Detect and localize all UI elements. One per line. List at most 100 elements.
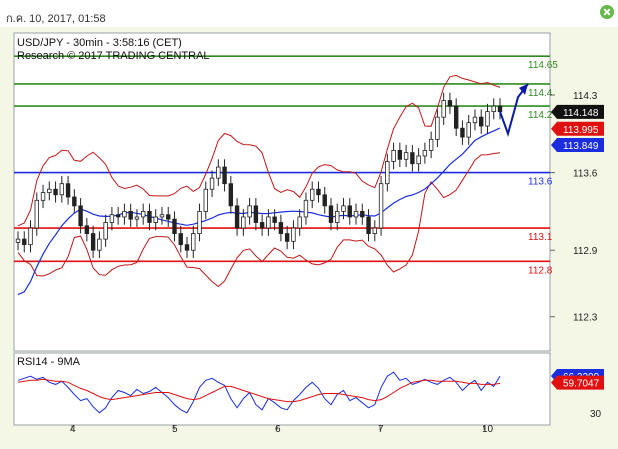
candle-body	[403, 152, 409, 160]
rsi-value-badge-label: 59.7047	[563, 379, 600, 390]
x-tick-label: 5	[172, 424, 178, 435]
candle-body	[128, 211, 133, 220]
candle-body	[172, 218, 177, 234]
candle-body	[410, 152, 415, 165]
candle-body	[241, 216, 246, 229]
candle-body	[328, 205, 334, 223]
candle-body	[316, 188, 321, 196]
rsi-layer: 66.220959.7047	[17, 369, 604, 414]
candle-body	[497, 105, 503, 113]
chart-subtitle: Research © 2017 TRADING CENTRAL	[17, 50, 210, 62]
candle-body	[147, 211, 152, 223]
candle-body	[153, 216, 158, 223]
moving-average-line	[17, 127, 501, 296]
candle-body	[453, 105, 459, 129]
chart-title: USD/JPY - 30min - 3:58:16 (CET)	[17, 37, 182, 49]
candle-body	[178, 233, 183, 246]
candle-body	[366, 216, 371, 234]
level-label: 113.6	[528, 177, 553, 188]
candle-body	[34, 199, 39, 229]
y-tick-label: 112.3	[573, 313, 598, 324]
candle-body	[341, 205, 346, 212]
lower-band-line	[17, 152, 501, 288]
price-badge-label: 113.849	[563, 141, 599, 152]
candle-body	[53, 188, 58, 196]
x-tick-label: 7	[378, 424, 384, 435]
level-label: 114.65	[528, 60, 558, 71]
candle-body	[303, 199, 309, 218]
candle-body	[253, 205, 259, 223]
level-label: 114.4	[528, 88, 553, 99]
candle-body	[353, 211, 359, 218]
y-tick-label: 113.6	[573, 169, 598, 180]
price-layer: 114.65 114.4 114.2 113.6 113.1 112.8 114.148 11…	[14, 55, 604, 296]
candle-body	[103, 222, 108, 240]
candle-body	[322, 194, 327, 207]
candle-body	[216, 166, 221, 179]
candle-body	[416, 155, 421, 165]
rsi-title: RSI14 - 9MA	[17, 356, 80, 368]
candle-body	[472, 116, 478, 124]
candle-body	[291, 227, 296, 242]
candle-body	[391, 150, 396, 162]
candle-body	[191, 233, 196, 251]
price-badge-label: 113.995	[563, 125, 599, 136]
candle-body	[234, 205, 240, 229]
y-tick-label: 114.3	[573, 91, 598, 102]
candle-body	[122, 211, 127, 218]
candle-body	[65, 183, 71, 198]
candle-body	[360, 211, 365, 218]
candle-body	[335, 211, 340, 223]
candle-body	[378, 183, 384, 229]
close-icon[interactable]	[600, 5, 614, 19]
candle-body	[259, 222, 265, 229]
rsi-series-line	[17, 371, 501, 414]
candle-body	[97, 238, 102, 251]
candle-body	[278, 222, 284, 234]
price-badge	[551, 104, 604, 119]
candle-body	[47, 188, 52, 193]
level-label: 112.8	[528, 265, 553, 276]
level-label: 113.1	[528, 232, 553, 243]
candle-body	[284, 233, 290, 242]
candle-body	[134, 216, 140, 220]
price-badge-label: 114.148	[563, 108, 599, 119]
candle-body	[209, 177, 215, 190]
candle-body	[222, 166, 227, 185]
y-tick-label: 112.9	[573, 246, 598, 257]
candle-body	[247, 205, 252, 218]
rsi-panel	[13, 352, 551, 426]
candle-body	[203, 188, 208, 212]
candle-body	[140, 211, 146, 218]
candle-body	[166, 214, 171, 220]
candle-body	[441, 100, 446, 118]
candle-body	[491, 105, 496, 113]
rsi-series-line	[17, 378, 501, 403]
candle-body	[228, 183, 234, 207]
upper-band-line	[17, 74, 501, 227]
candle-body	[372, 227, 378, 234]
candle-body	[272, 216, 277, 223]
candle-body	[447, 100, 453, 107]
candle-body	[28, 227, 33, 246]
candle-body	[397, 150, 403, 160]
price-badge	[551, 121, 604, 136]
candle-body	[84, 225, 90, 234]
x-tick-label: 4	[70, 424, 76, 435]
rsi-value-badge	[551, 375, 604, 390]
top-bar: ก.ค. 10, 2017, 01:58	[0, 0, 618, 27]
candle-body	[479, 116, 484, 127]
candle-body	[109, 214, 115, 223]
price-badge	[551, 137, 604, 152]
candle-body	[347, 205, 352, 218]
candle-body	[435, 116, 440, 140]
candle-body	[184, 244, 190, 251]
timestamp-label: ก.ค. 10, 2017, 01:58	[6, 13, 106, 25]
candle-body	[460, 127, 465, 138]
candle-body	[310, 188, 315, 201]
candle-body	[428, 138, 434, 151]
candle-body	[485, 111, 490, 127]
forecast-arrow-head	[519, 83, 528, 95]
candle-body	[466, 122, 471, 138]
